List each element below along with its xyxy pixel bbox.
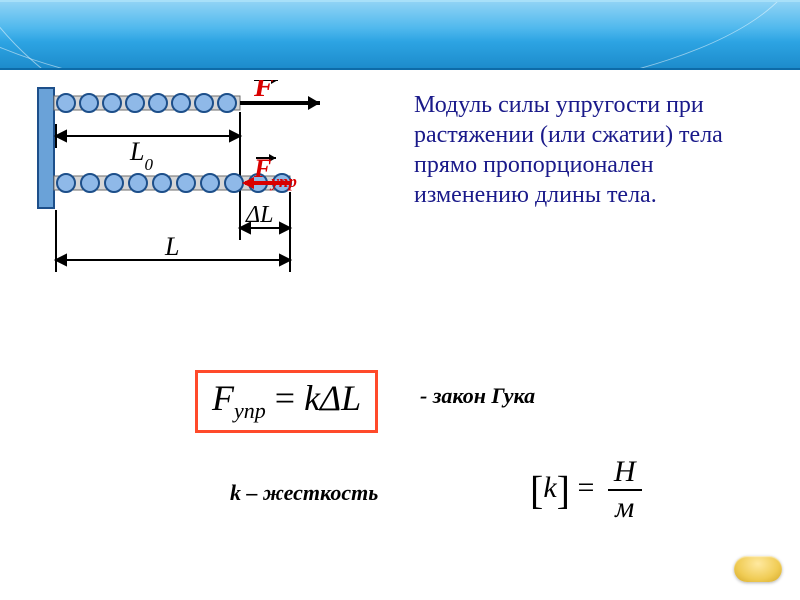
svg-text:ΔL: ΔL	[245, 202, 273, 228]
formula-lhs-var: F	[212, 378, 234, 418]
hooke-law-label: - закон Гука	[420, 383, 535, 409]
svg-text:F: F	[253, 80, 274, 103]
svg-text:L0: L0	[129, 137, 153, 174]
k-var: k	[543, 471, 556, 504]
hooke-formula: Fупр = kΔL	[195, 370, 378, 433]
spring-diagram: F L0	[20, 80, 390, 290]
k-stiffness-label: k – жесткость	[230, 480, 378, 506]
svg-text:L: L	[164, 232, 179, 261]
k-units: [k] = Н м	[530, 455, 642, 525]
units-numerator: Н	[608, 455, 642, 491]
formula-lhs-sub: упр	[234, 398, 266, 423]
next-slide-button[interactable]	[734, 556, 782, 582]
formula-rhs: kΔL	[304, 378, 361, 418]
units-denominator: м	[608, 491, 642, 525]
slide-content: F L0	[0, 0, 800, 600]
description-text: Модуль силы упругости при растяжении (ил…	[414, 90, 774, 210]
